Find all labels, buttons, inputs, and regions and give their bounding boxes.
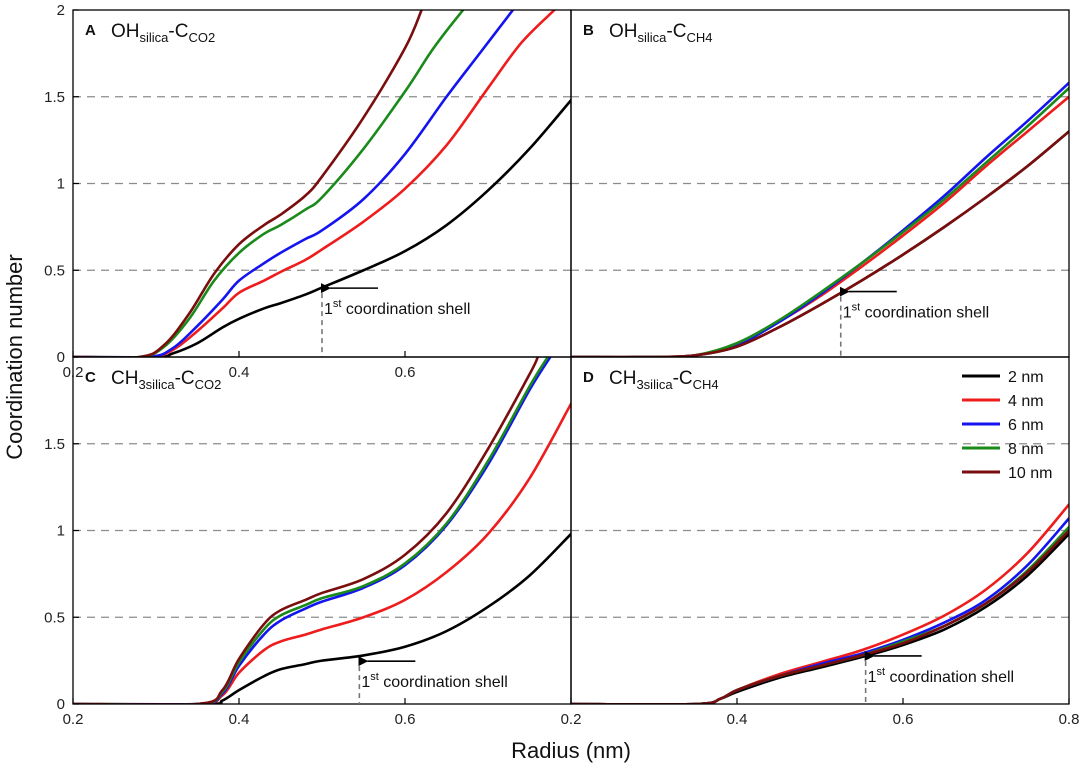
shell-annotation-text: coordination shell [885,669,1014,686]
shell-annotation-superscript: st [877,666,886,678]
legend-label-2nm: 2 nm [1008,369,1044,386]
x-tick-label: 0.4 [229,711,250,728]
y-tick-label: 0.5 [44,262,65,279]
shell-annotation-ordinal: 1 [868,669,877,686]
panel-title-text: -C [175,368,195,389]
panel-title-subscript: 3silica [138,377,175,392]
series-line-6-nm [73,10,515,357]
series-group-d [571,503,1069,704]
series-line-10-nm [571,529,1069,704]
series-group-b [571,81,1069,357]
shell-annotation-superscript: st [370,671,379,683]
panel-frame [570,356,1070,705]
series-line-10-nm [73,357,540,704]
panel-title-subscript: CO2 [195,377,222,392]
panel-title-text: OH [111,21,140,42]
legend: 2 nm 4 nm 6 nm 8 nm 10 nm [962,369,1052,482]
legend-label-8nm: 8 nm [1008,441,1044,458]
series-line-10-nm [571,130,1069,357]
shell-annotation: 1st coordination shell [868,666,1014,686]
x-tick-label: 0.8 [1059,711,1080,728]
series-line-2-nm [73,98,571,357]
shell-annotation: 1st coordination shell [324,298,470,318]
y-tick-label: 0 [57,696,65,713]
shell-annotation-superscript: st [333,298,342,310]
panel-title: CH3silica-CCH4 [609,368,719,392]
panel-letter: A [85,22,96,39]
x-tick-label: 0.4 [229,364,250,381]
series-group-c [73,357,571,704]
x-tick-label: 0.6 [395,711,416,728]
shell-annotation-ordinal: 1 [324,301,333,318]
panel-title-text: -C [673,368,693,389]
x-tick-label: 0.6 [893,711,914,728]
y-tick-label: 0.5 [44,609,65,626]
shell-annotation-superscript: st [852,302,861,314]
panel-letter: C [85,369,96,386]
panel-title-subscript: CH4 [686,30,712,45]
series-line-2-nm [73,532,571,704]
y-tick-label: 0 [57,349,65,366]
panel-title: OHsilica-CCH4 [609,21,712,45]
panel-title-subscript: silica [638,30,668,45]
series-line-4-nm [73,10,556,357]
series-group-a [73,10,571,357]
series-line-10-nm [73,10,423,357]
panel-title-subscript: 3silica [636,377,673,392]
panel-title: OHsilica-CCO2 [111,21,215,45]
series-line-2-nm [571,130,1069,357]
shell-annotation-ordinal: 1 [843,305,852,322]
panel-letter: D [583,369,594,386]
panel-title-subscript: CO2 [188,30,215,45]
y-tick-label: 1 [57,523,65,540]
y-axis-title: Coordination number [2,254,27,459]
panel-title-text: CH [111,368,138,389]
series-line-4-nm [571,95,1069,357]
y-tick-label: 1 [57,176,65,193]
shell-annotation: 1st coordination shell [843,302,989,322]
panel-title: CH3silica-CCO2 [111,368,221,392]
series-line-6-nm [571,81,1069,357]
shell-annotation: 1st coordination shell [361,671,507,691]
y-tick-label: 1.5 [44,89,65,106]
x-tick-label: 0.4 [727,711,748,728]
legend-label-6nm: 6 nm [1008,417,1044,434]
panel-title-text: -C [168,21,188,42]
shell-annotation-text: coordination shell [379,674,508,691]
panel-title-subscript: CH4 [693,377,719,392]
series-line-8-nm [571,86,1069,357]
legend-label-4nm: 4 nm [1008,393,1044,410]
legend-label-10nm: 10 nm [1008,465,1052,482]
series-line-8-nm [73,10,465,357]
y-tick-label: 1.5 [44,436,65,453]
panel-title-text: -C [666,21,686,42]
shell-annotation-ordinal: 1 [361,674,370,691]
y-tick-label: 2 [57,2,65,19]
panel-title-text: CH [609,368,636,389]
panel-b: B OHsilica-CCH4 1st coordination shell [570,9,1070,358]
x-tick-label: 0.2 [63,711,84,728]
shell-annotation-text: coordination shell [341,301,470,318]
panel-title-text: OH [609,21,638,42]
panel-d: 0.2 0.4 0.6 0.8 D CH3silica-CCH4 1st coordinat… [561,356,1080,728]
panel-letter: B [583,22,594,39]
x-tick-label: 0.2 [561,711,582,728]
x-axis-title: Radius (nm) [511,738,631,763]
x-tick-label: 0.6 [395,364,416,381]
shell-annotation-text: coordination shell [860,305,989,322]
panel-title-subscript: silica [140,30,170,45]
